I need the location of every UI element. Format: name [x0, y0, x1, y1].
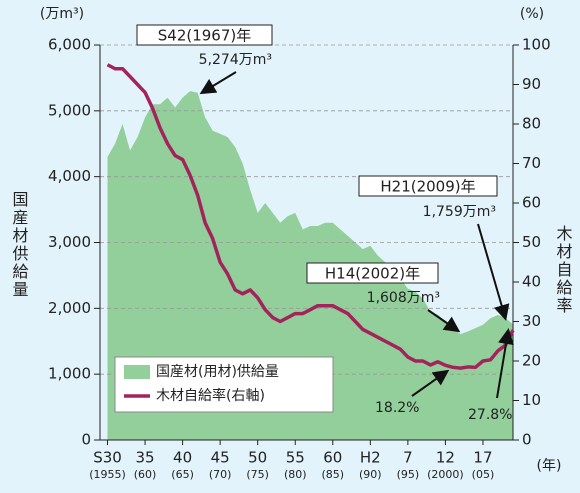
y2-tick-label: 0: [522, 431, 532, 449]
annotation-label: 1,608万m³: [367, 290, 440, 306]
x-tick-year: (65): [171, 468, 194, 481]
legend-box: [114, 356, 334, 413]
y2-tick-label: 50: [522, 233, 541, 251]
y2-tick-label: 100: [522, 36, 551, 54]
y-tick-label: 5,000: [48, 101, 91, 119]
y2-unit: (%): [520, 6, 544, 22]
x-tick-label: 35: [136, 449, 155, 467]
x-tick-label: 60: [323, 449, 342, 467]
x-tick-label: 45: [211, 449, 230, 467]
y-tick-label: 3,000: [48, 233, 91, 251]
legend-swatch: [124, 365, 150, 379]
y-tick-label: 4,000: [48, 167, 91, 185]
y-label: 国産材供給量: [10, 191, 29, 299]
annotation-arrow: [411, 369, 450, 397]
y-unit: (万m³): [40, 6, 84, 22]
y2-tick-label: 90: [522, 75, 541, 93]
x-tick-year: (05): [472, 468, 495, 481]
annotation-arrow: [496, 328, 514, 399]
y2-tick-label: 20: [522, 352, 541, 370]
y2-tick-label: 30: [522, 312, 541, 330]
x-tick-label: 7: [403, 449, 413, 467]
y2-tick-label: 80: [522, 115, 541, 133]
y2-tick-label: 40: [522, 273, 541, 291]
y2-tick-label: 60: [522, 194, 541, 212]
y-tick-label: 6,000: [48, 36, 91, 54]
x-tick-label: 12: [436, 449, 455, 467]
y2-label: 木材自給率: [554, 225, 573, 315]
x-tick-year: (70): [209, 468, 232, 481]
x-tick-year: (1955): [89, 468, 126, 481]
x-tick-label: 50: [248, 449, 267, 467]
x-tick-year: (75): [246, 468, 269, 481]
annotation-label: 18.2%: [375, 400, 419, 416]
y-tick-label: 2,000: [48, 299, 91, 317]
annotation-box: [306, 262, 439, 284]
y2-tick-label: 10: [522, 391, 541, 409]
annotation-arrow: [199, 71, 237, 95]
y2-tick-label: 70: [522, 154, 541, 172]
x-tick-year: (60): [134, 468, 157, 481]
legend-label: 木材自給率(右軸): [156, 387, 265, 404]
x-tick-year: (90): [359, 468, 382, 481]
annotation-title: H21(2009)年: [380, 178, 475, 196]
legend-label: 国産材(用材)供給量: [156, 364, 279, 380]
x-unit: (年): [537, 458, 562, 474]
x-tick-label: 55: [286, 449, 305, 467]
annotation-arrow: [427, 309, 461, 333]
x-tick-label: 17: [473, 449, 492, 467]
x-tick-label: S30: [93, 449, 122, 467]
annotation-title: S42(1967)年: [158, 27, 252, 45]
x-tick-label: 40: [173, 449, 192, 467]
rate-line: [106, 63, 515, 370]
annotation-label: 1,759万m³: [423, 204, 496, 220]
x-tick-year: (80): [284, 468, 307, 481]
y-tick-label: 0: [81, 431, 91, 449]
x-tick-year: (85): [321, 468, 344, 481]
x-tick-label: H2: [360, 449, 381, 467]
x-tick-year: (95): [397, 468, 420, 481]
annotation-arrow: [477, 223, 510, 321]
annotation-title: H14(2002)年: [325, 265, 420, 283]
y-tick-label: 1,000: [48, 365, 91, 383]
annotation-box: [136, 24, 273, 46]
annotation-box: [358, 175, 498, 197]
x-tick-year: (2000): [427, 468, 464, 481]
annotation-label: 27.8%: [468, 407, 512, 423]
annotation-label: 5,274万m³: [199, 52, 272, 68]
